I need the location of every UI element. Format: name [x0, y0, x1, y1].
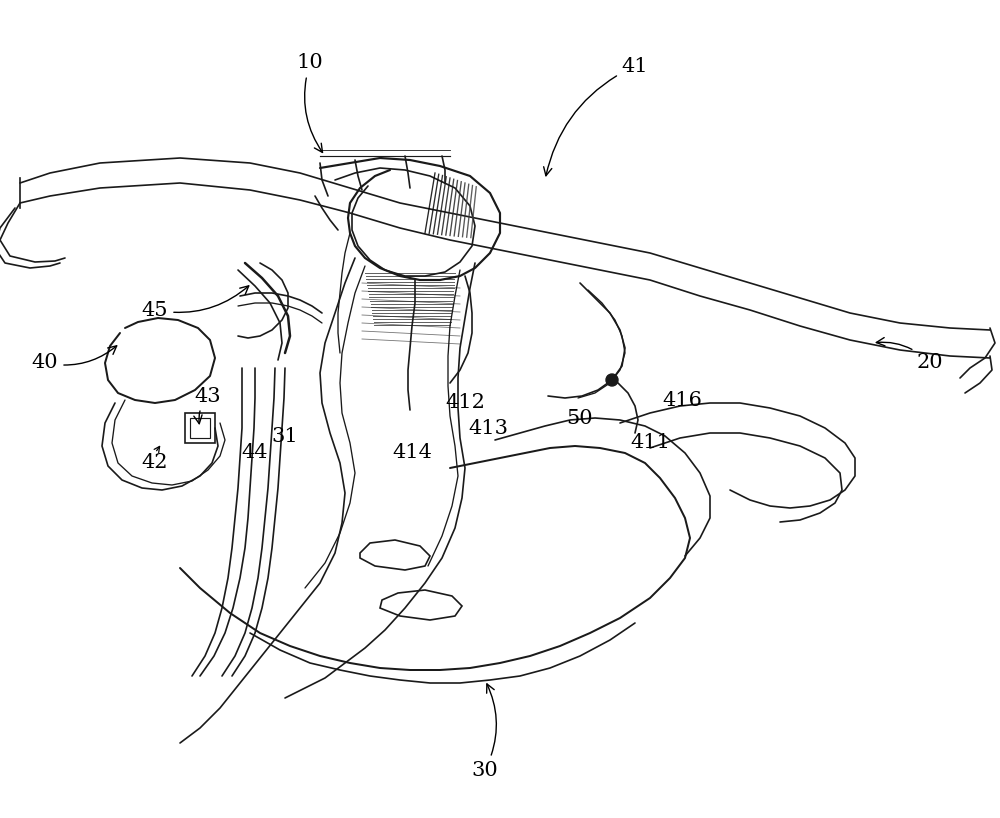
Text: 416: 416 — [662, 390, 702, 410]
Text: 414: 414 — [392, 443, 432, 462]
Text: 30: 30 — [472, 684, 498, 780]
Text: 412: 412 — [445, 393, 485, 412]
Text: 50: 50 — [567, 408, 593, 428]
Text: 44: 44 — [242, 443, 268, 462]
Text: 42: 42 — [142, 453, 168, 473]
Circle shape — [606, 374, 618, 386]
Text: 413: 413 — [468, 419, 508, 438]
Text: 41: 41 — [544, 56, 648, 176]
Text: 45: 45 — [142, 285, 249, 320]
Text: 20: 20 — [876, 338, 943, 372]
Text: 40: 40 — [32, 346, 117, 372]
Text: 43: 43 — [194, 386, 221, 424]
Text: 411: 411 — [630, 434, 670, 452]
Text: 10: 10 — [297, 53, 323, 152]
Text: 31: 31 — [272, 426, 298, 446]
